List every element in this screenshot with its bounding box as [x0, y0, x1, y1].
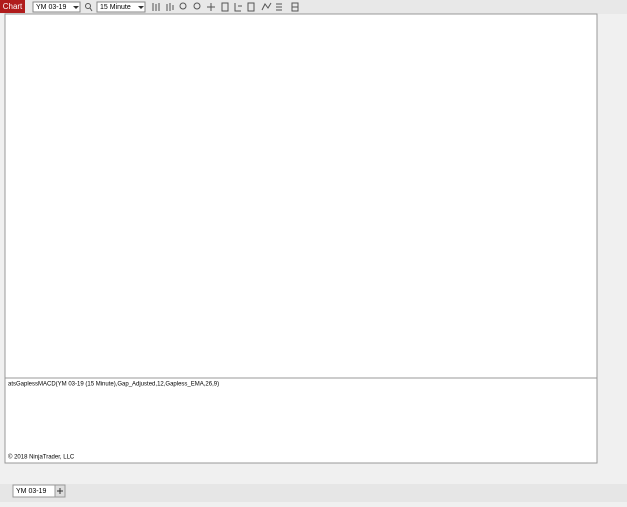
toolbar-icons[interactable] [85, 2, 299, 12]
chart-tab[interactable] [0, 0, 25, 13]
dropdown-arrow [73, 6, 79, 9]
tab-bar [0, 484, 627, 502]
instrument-label: YM 03-19 [36, 4, 66, 11]
instrument-tab-label: YM 03-19 [16, 488, 46, 495]
indicator-label: atsGaplessMACD(YM 03-19 (15 Minute),Gap_… [8, 382, 219, 388]
toolbar [0, 0, 627, 14]
add-tab-icon [57, 488, 63, 494]
interval-label: 15 Minute [100, 4, 131, 11]
chart-panel [4, 13, 598, 464]
dropdown-arrow [138, 6, 144, 9]
instrument-select[interactable] [32, 1, 81, 13]
interval-select[interactable] [96, 1, 146, 13]
copyright: © 2018 NinjaTrader, LLC [8, 454, 75, 461]
chart-tab-label: Chart [3, 2, 23, 11]
